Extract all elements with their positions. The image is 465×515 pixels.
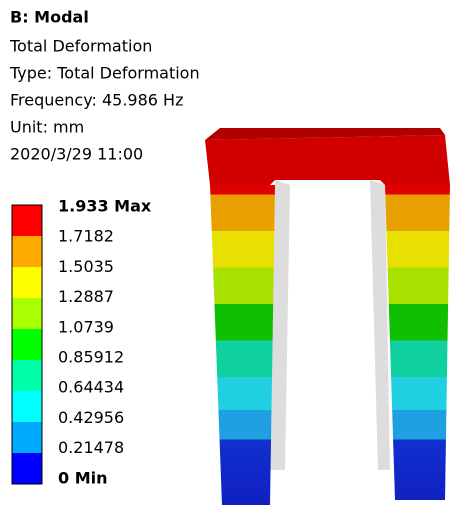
legend-swatch xyxy=(12,236,42,267)
legend-swatch xyxy=(12,391,42,422)
legend-label: 0.85912 xyxy=(58,348,124,367)
legend-label: 1.7182 xyxy=(58,227,114,246)
result-view: B: Modal Total Deformation Type: Total Def… xyxy=(0,0,465,515)
legend-swatch xyxy=(12,422,42,453)
info-line: Unit: mm xyxy=(10,118,84,137)
info-line: 2020/3/29 11:00 xyxy=(10,145,143,164)
legend-swatch xyxy=(12,453,42,484)
legend-scale xyxy=(12,205,42,484)
legend-label: 0.42956 xyxy=(58,408,124,427)
legend-label: 0.21478 xyxy=(58,438,124,457)
legend-label: 1.2887 xyxy=(58,287,114,306)
info-line: Type: Total Deformation xyxy=(9,64,200,83)
model xyxy=(205,128,450,505)
viewport: B: Modal Total Deformation Type: Total Def… xyxy=(0,0,465,515)
legend-label: 1.5035 xyxy=(58,257,114,276)
legend-swatch xyxy=(12,360,42,391)
info-line: Frequency: 45.986 Hz xyxy=(10,91,183,110)
legend-swatch xyxy=(12,205,42,236)
legend-label: 0.64434 xyxy=(58,378,124,397)
title: B: Modal xyxy=(10,8,89,27)
left-leg xyxy=(210,185,275,505)
legend-label: 1.0739 xyxy=(58,317,114,336)
info-line: Total Deformation xyxy=(9,37,152,56)
legend-swatch xyxy=(12,267,42,298)
top-beam xyxy=(205,135,450,185)
legend-label: 1.933 Max xyxy=(58,197,152,216)
legend-swatch xyxy=(12,298,42,329)
right-leg xyxy=(385,185,450,500)
legend-swatch xyxy=(12,329,42,360)
legend-label: 0 Min xyxy=(58,468,108,487)
